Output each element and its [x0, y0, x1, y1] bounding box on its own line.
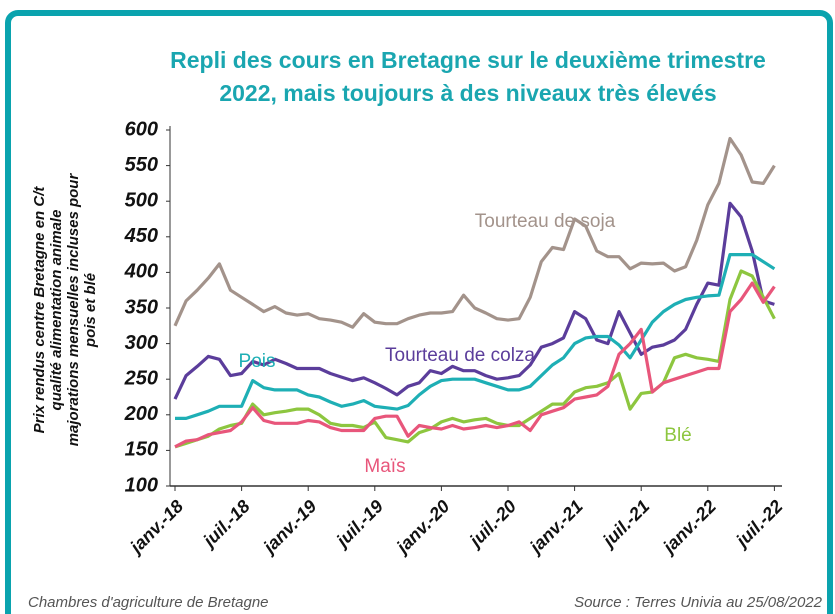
series-label: Tourteau de colza — [385, 345, 535, 366]
footer-left: Chambres d'agriculture de Bretagne — [28, 594, 269, 611]
x-tick-label: juil.-19 — [331, 496, 387, 552]
series-label: Tourteau de soja — [475, 211, 616, 232]
y-tick-label: 350 — [125, 296, 158, 318]
series-line — [173, 201, 775, 400]
y-axis-label: pois et blé — [82, 273, 99, 348]
y-tick-label: 500 — [125, 189, 158, 211]
x-tick-label: janv.-18 — [125, 496, 187, 558]
series-line — [174, 281, 776, 449]
series-label: Maïs — [364, 456, 405, 477]
series-line — [175, 253, 776, 420]
chart-title: Repli des cours en Bretagne sur le deuxi… — [170, 47, 766, 73]
y-tick-label: 550 — [125, 154, 158, 176]
y-tick-label: 300 — [125, 332, 158, 354]
y-tick-label: 250 — [124, 367, 158, 389]
y-axis-label: Prix rendus centre Bretagne en C/t — [31, 186, 48, 434]
y-tick-label: 100 — [125, 474, 158, 496]
x-tick-label: juil.-18 — [198, 496, 254, 552]
series-label: Pois — [239, 351, 276, 372]
series-line — [174, 269, 776, 449]
x-tick-label: janv.-21 — [525, 496, 587, 558]
y-tick-label: 400 — [124, 261, 158, 283]
y-tick-label: 150 — [125, 439, 158, 461]
x-tick-label: juil.-21 — [598, 496, 654, 552]
series-label: Blé — [664, 425, 691, 446]
footer-right: Source : Terres Univia au 25/08/2022 — [574, 594, 823, 611]
x-tick-label: janv.-19 — [258, 496, 320, 558]
x-tick-label: juil.-20 — [464, 496, 520, 552]
x-tick-label: janv.-20 — [391, 496, 453, 558]
series-line — [173, 136, 776, 329]
frame — [5, 10, 833, 614]
y-tick-label: 600 — [125, 118, 158, 140]
x-tick-label: janv.-22 — [658, 496, 720, 558]
chart-title: 2022, mais toujours à des niveaux très é… — [219, 80, 716, 106]
x-tick-label: juil.-22 — [731, 496, 787, 552]
y-tick-label: 200 — [124, 403, 158, 425]
y-axis-label: qualité alimentation animale — [48, 210, 65, 411]
y-axis-label: majorations mensuelles incluses pour — [65, 173, 82, 447]
y-tick-label: 450 — [124, 225, 158, 247]
